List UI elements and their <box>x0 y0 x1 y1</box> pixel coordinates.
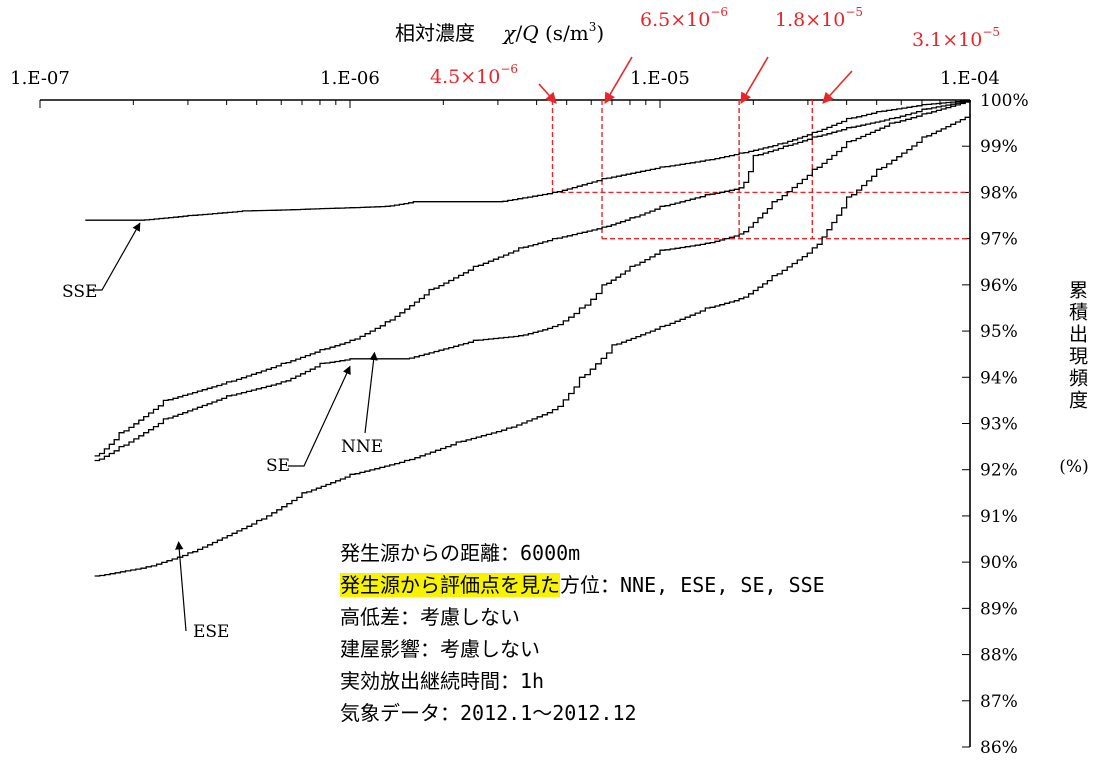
reference-value-label: 1.8×10−5 <box>775 5 863 31</box>
x-tick-label: 1.E-07 <box>10 68 70 89</box>
chart-title: 相対濃度 χ/Q (s/m3) <box>395 20 604 45</box>
reference-value-label: 3.1×10−5 <box>912 25 1000 51</box>
y-tick-label: 86% <box>980 738 1018 758</box>
info-direction-rest: 方位：NNE, ESE, SE, SSE <box>560 573 825 597</box>
x-axis: 1.E-07 1.E-06 1.E-05 1.E-04 <box>10 68 1000 108</box>
y-tick-label: 91% <box>980 507 1018 527</box>
conditions-info: 発生源からの距離：6000m 発生源から評価点を見た方位：NNE, ESE, S… <box>340 537 825 729</box>
series-line-nne <box>94 100 971 457</box>
y-tick-label: 92% <box>980 461 1018 481</box>
reference-arrow <box>604 56 633 104</box>
y-tick-label: 90% <box>980 553 1018 573</box>
reference-arrow <box>822 70 853 104</box>
x-tick-label: 1.E-05 <box>630 68 690 89</box>
series-group <box>85 100 971 577</box>
x-tick-label: 1.E-04 <box>940 68 1000 89</box>
series-label-se: SE <box>266 456 290 476</box>
reference-lines: 4.5×10−6 6.5×10−6 1.8×10−5 3.1×10−5 <box>430 5 1000 240</box>
y-axis: 86% 87% 88% 89% 90% 91% 92% 93% 94% 95% 96% 97% 98% 9… <box>962 91 1029 758</box>
reference-value-label: 6.5×10−6 <box>640 5 728 31</box>
y-tick-label: 99% <box>980 137 1018 157</box>
y-axis-unit: (%) <box>1059 457 1088 477</box>
series-line-sse <box>85 100 971 221</box>
y-tick-label: 89% <box>980 599 1018 619</box>
series-label-nne: NNE <box>341 437 383 457</box>
info-building: 建屋影響：考慮しない <box>340 637 540 661</box>
info-distance: 発生源からの距離：6000m <box>340 541 581 565</box>
y-tick-label: 95% <box>980 322 1018 342</box>
info-weather: 気象データ：2012.1～2012.12 <box>340 701 637 725</box>
reference-arrow <box>740 56 769 104</box>
series-label-arrow <box>88 222 141 291</box>
info-direction: 発生源から評価点を見た方位：NNE, ESE, SE, SSE <box>340 569 825 601</box>
y-tick-label: 94% <box>980 368 1018 388</box>
y-tick-label: 100% <box>980 91 1029 111</box>
series-label-ese: ESE <box>193 622 229 642</box>
x-tick-label: 1.E-06 <box>320 68 380 89</box>
y-tick-label: 98% <box>980 183 1018 203</box>
y-tick-label: 93% <box>980 415 1018 435</box>
y-tick-label: 96% <box>980 276 1018 296</box>
series-label-arrow <box>175 541 187 632</box>
series-labels: SSE NNE SE ESE <box>62 222 383 642</box>
y-tick-label: 88% <box>980 646 1018 666</box>
info-duration: 実効放出継続時間：1h <box>340 669 545 693</box>
series-line-ese <box>94 113 971 577</box>
series-label-sse: SSE <box>62 282 97 302</box>
series-line-se <box>94 100 971 462</box>
series-label-arrow <box>288 365 351 467</box>
info-elevation: 高低差：考慮しない <box>340 605 520 629</box>
info-direction-highlight: 発生源から評価点を見た <box>340 573 560 597</box>
y-tick-label: 97% <box>980 230 1018 250</box>
reference-arrow <box>538 83 557 104</box>
reference-value-label: 4.5×10−6 <box>430 62 518 88</box>
series-label-arrow <box>364 351 378 434</box>
y-axis-label: 累積出現頻度 <box>1066 280 1088 412</box>
y-tick-label: 87% <box>980 692 1018 712</box>
